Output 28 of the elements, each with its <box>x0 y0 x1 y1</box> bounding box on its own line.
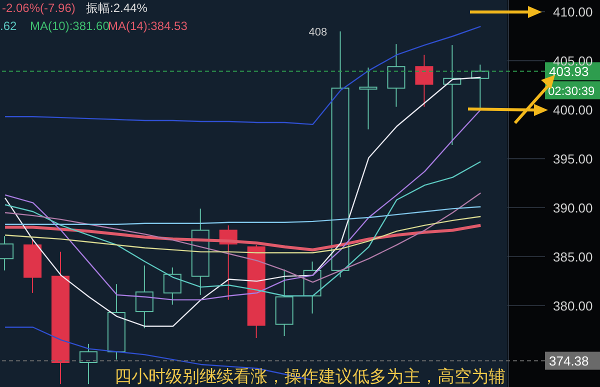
y-tick-label: 390.00 <box>553 200 593 216</box>
candlestick <box>415 54 434 108</box>
annotation: -2.06%(-7.96) <box>2 1 76 15</box>
annotation: 408 <box>308 26 328 38</box>
candlestick <box>359 67 378 130</box>
line-series <box>4 206 482 225</box>
candlestick <box>163 266 182 306</box>
line-series <box>4 161 482 296</box>
y-tick-label: 410.00 <box>553 4 593 20</box>
line-series <box>4 224 482 252</box>
line-series <box>4 216 482 254</box>
text: 02:30:39 <box>548 84 596 98</box>
y-tick-label: 385.00 <box>553 249 593 264</box>
annotation: MA(10):381.60 <box>30 19 110 33</box>
ref-line-label: 374.38 <box>549 354 589 369</box>
y-tick-label: 380.00 <box>553 298 593 314</box>
ref-line-label: 403.93 <box>549 64 589 80</box>
candlestick <box>275 268 294 337</box>
y-tick-label: 395.00 <box>553 151 593 166</box>
candlestick <box>107 284 126 360</box>
candlestick <box>387 44 406 108</box>
candlestick <box>135 265 154 329</box>
annotation: .62 <box>0 19 18 33</box>
y-tick-label: 400.00 <box>553 102 593 118</box>
annotation: 振幅:2.44% <box>86 1 148 15</box>
line-series <box>4 192 482 283</box>
annotation: MA(14):384.53 <box>108 19 188 33</box>
candlestick <box>52 251 70 385</box>
